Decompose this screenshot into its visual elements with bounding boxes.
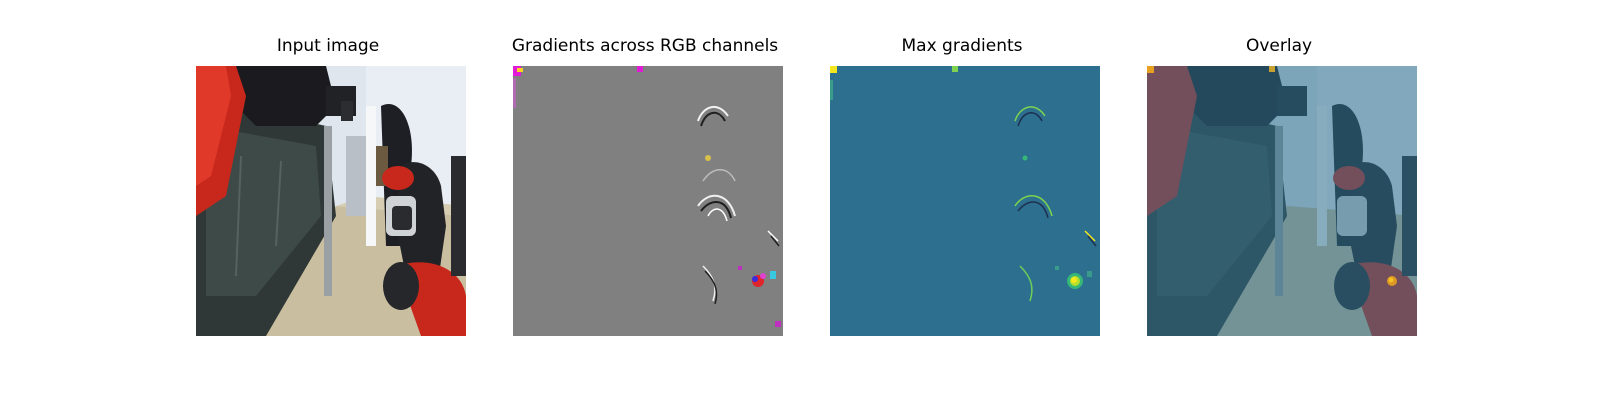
input-image: [196, 66, 466, 336]
max-gradient-heatmap: [830, 66, 1100, 336]
rgb-gradient-map: [513, 66, 783, 336]
heatmap-overlay: [1147, 66, 1417, 336]
panel-title-rgb-gradients: Gradients across RGB channels: [511, 36, 779, 56]
panel-title-overlay: Overlay: [1245, 36, 1313, 56]
panel-title-input-image: Input image: [276, 36, 380, 56]
panel-title-max-gradients: Max gradients: [901, 36, 1023, 56]
